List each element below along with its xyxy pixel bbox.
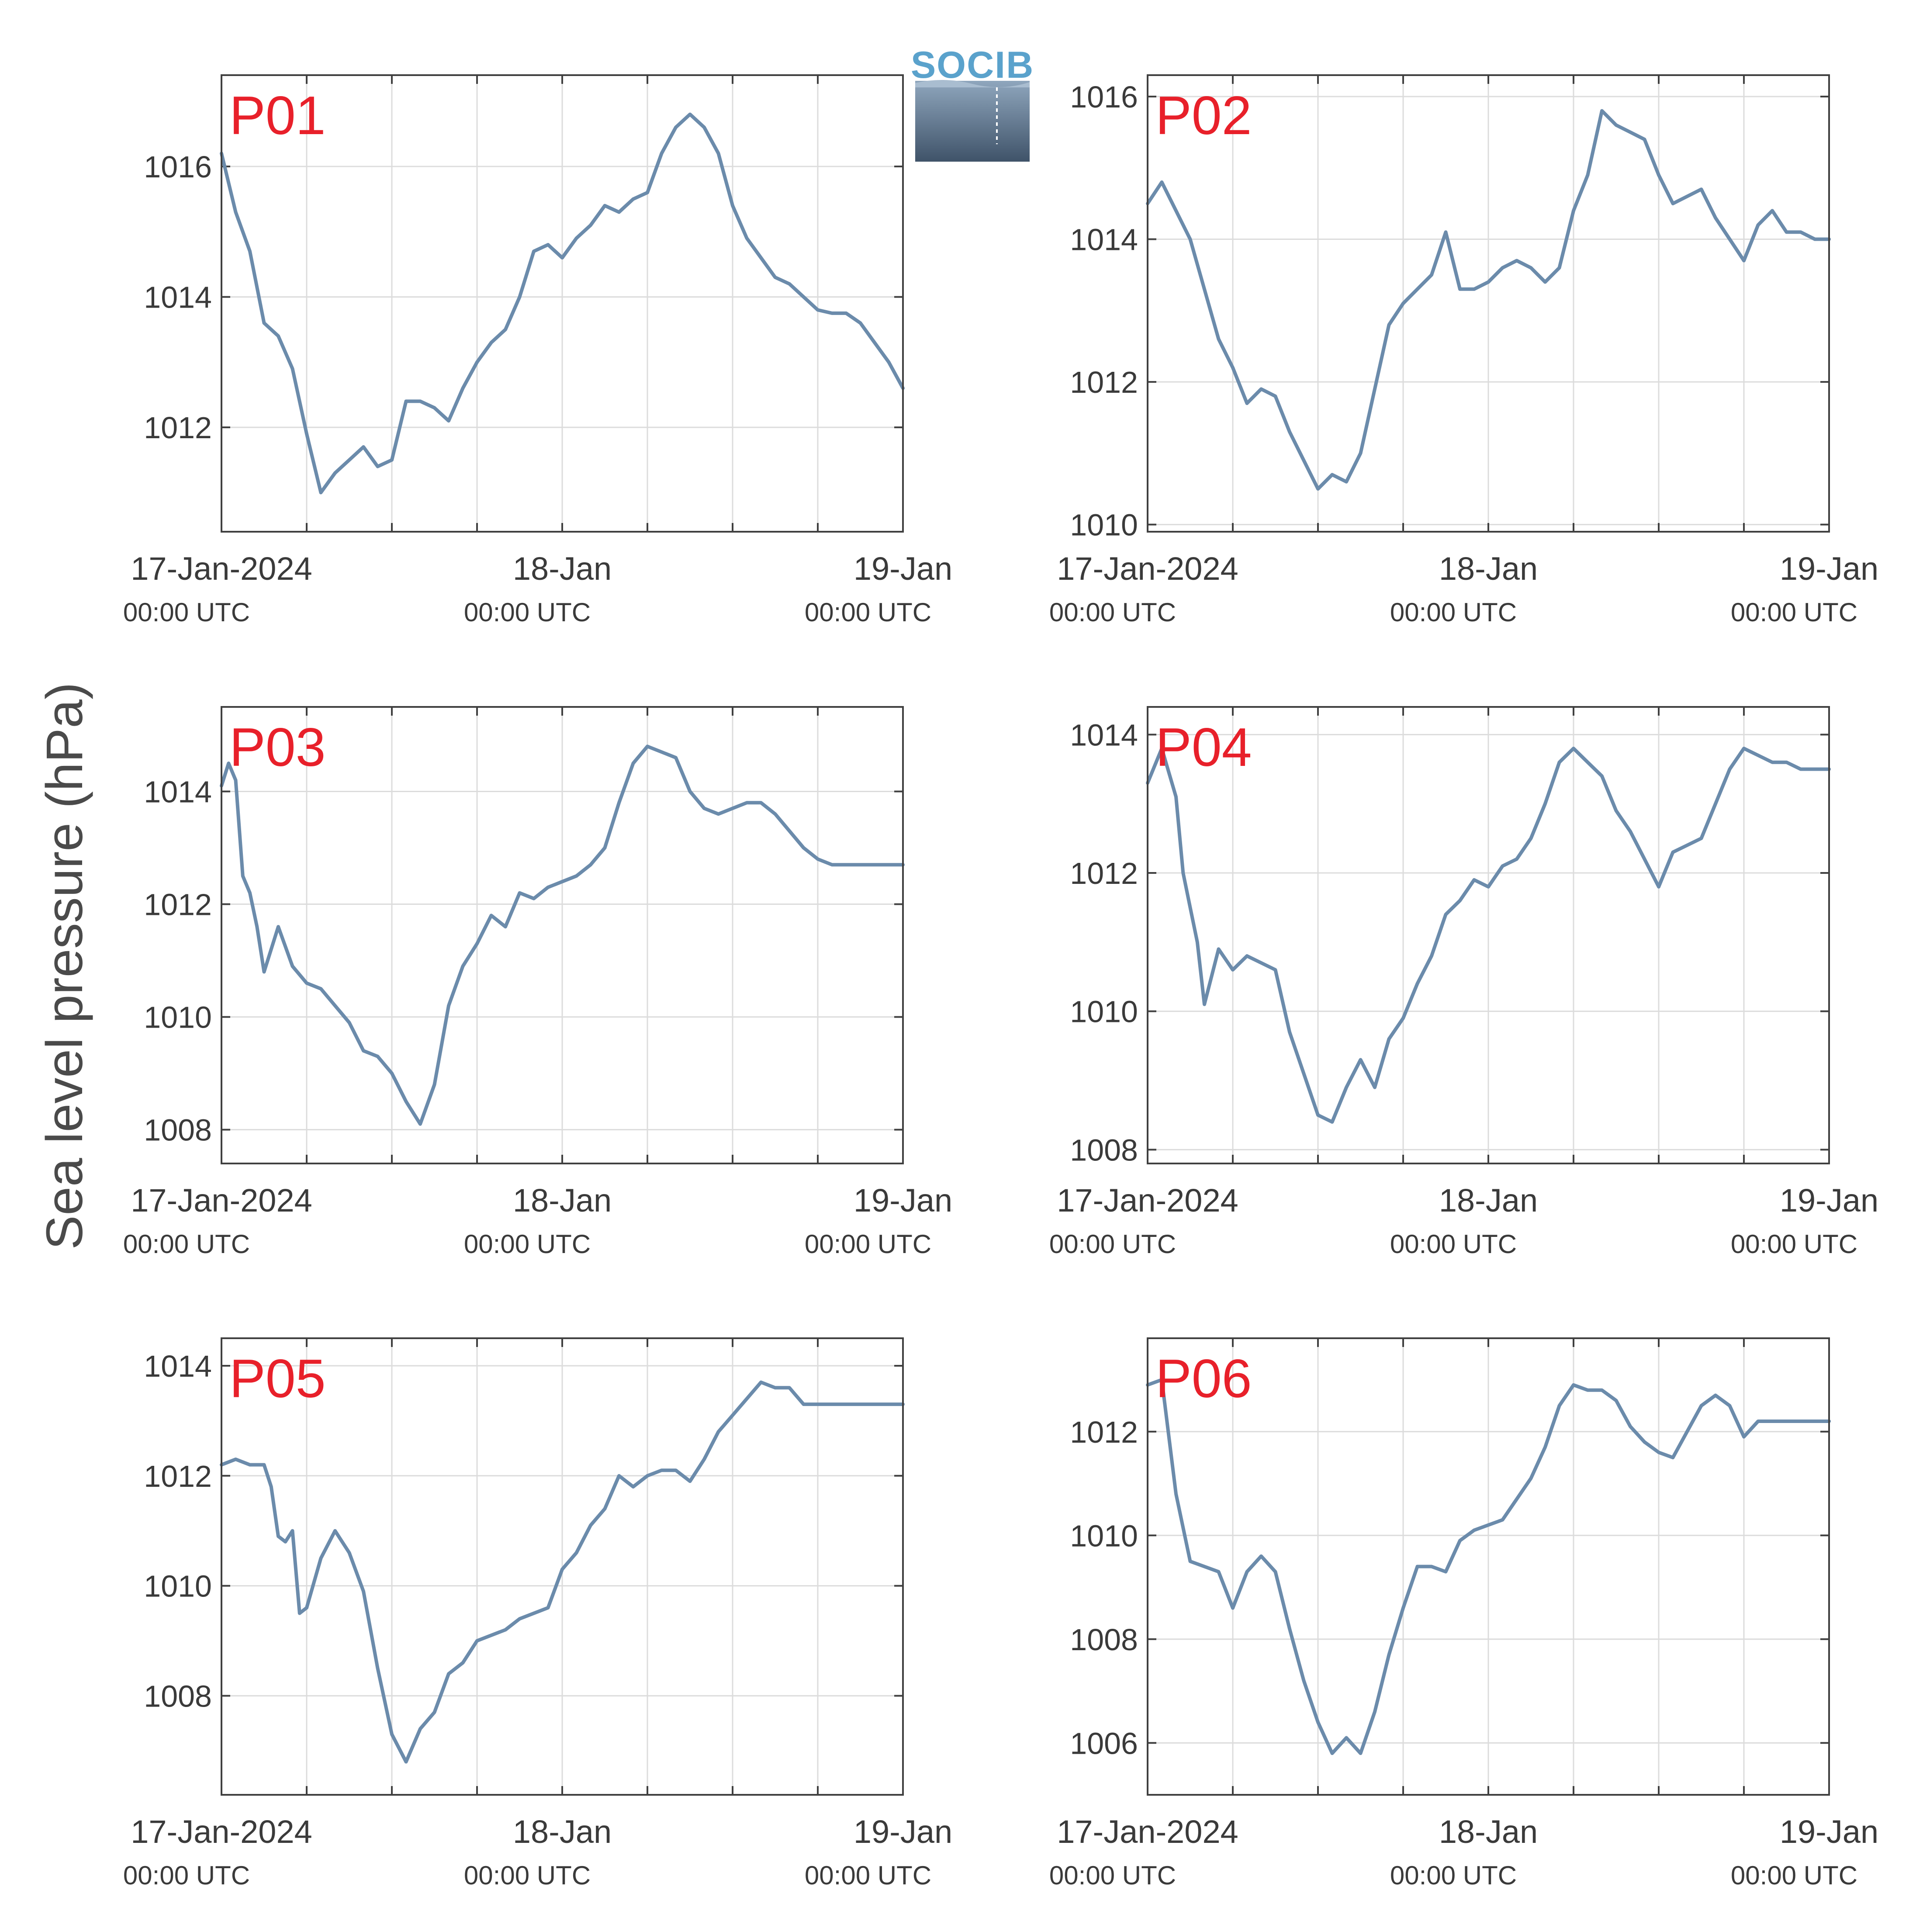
panel-label: P02 [1155, 86, 1252, 146]
xtick-sublabel: 00:00 UTC [1731, 598, 1857, 627]
ytick-label: 1010 [1070, 1519, 1138, 1553]
panel-p01: 1012 1014 1016 P01 17-Jan-2024 00:00 UTC 18-Ja… [123, 74, 952, 627]
series-line-p06 [1146, 1378, 1831, 1755]
xtick-sublabel: 00:00 UTC [123, 598, 250, 627]
series-line-p04 [1146, 747, 1831, 1124]
axes-box [221, 706, 904, 1164]
ytick-label: 1010 [144, 1569, 212, 1603]
series-line-p02 [1146, 109, 1831, 491]
xtick-sublabel: 00:00 UTC [805, 1861, 931, 1890]
panel-label: P03 [229, 717, 326, 778]
xtick-label: 19-Jan [854, 1814, 952, 1850]
ytick-label: 1014 [1070, 718, 1138, 752]
panel-p06: 1006 1008 1010 1012 P06 17-Jan-2024 00:00 UTC 1… [1049, 1337, 1878, 1890]
panel-p02: 1010 1012 1014 1016 P02 17-Jan-2024 00:00 UTC 1… [1049, 74, 1878, 627]
ytick-label: 1006 [1070, 1726, 1138, 1760]
panel-label: P06 [1155, 1349, 1252, 1409]
ytick-label: 1016 [144, 150, 212, 184]
xtick-label: 17-Jan-2024 [131, 551, 312, 587]
xtick-sublabel: 00:00 UTC [464, 1861, 591, 1890]
ytick-label: 1016 [1070, 80, 1138, 114]
panel-p04: 1008 1010 1012 1014 P04 17-Jan-2024 00:00 UTC 1… [1049, 706, 1878, 1259]
xtick-label: 18-Jan [1439, 1182, 1538, 1219]
logo: SOCIB [911, 44, 1034, 162]
ytick-label: 1012 [1070, 365, 1138, 399]
series-line-p01 [220, 112, 905, 495]
xtick-label: 19-Jan [1780, 1182, 1878, 1219]
xtick-sublabel: 00:00 UTC [1731, 1861, 1857, 1890]
xtick-label: 19-Jan [1780, 551, 1878, 587]
ytick-label: 1014 [144, 1349, 212, 1383]
panel-label: P04 [1155, 717, 1252, 778]
panel-label: P05 [229, 1349, 326, 1409]
xtick-sublabel: 00:00 UTC [805, 1229, 931, 1259]
xtick-sublabel: 00:00 UTC [1049, 1229, 1176, 1259]
axes-box [221, 1337, 904, 1796]
xtick-sublabel: 00:00 UTC [1731, 1229, 1857, 1259]
panel-p03: 1008 1010 1012 1014 P03 17-Jan-2024 00:00 UTC 1… [123, 706, 952, 1259]
y-axis-label: Sea level pressure (hPa) [36, 682, 93, 1250]
xtick-label: 17-Jan-2024 [1057, 551, 1238, 587]
ytick-label: 1012 [1070, 1415, 1138, 1449]
axes-box [1147, 74, 1830, 533]
xtick-label: 18-Jan [1439, 551, 1538, 587]
xtick-sublabel: 00:00 UTC [1390, 1229, 1517, 1259]
ytick-label: 1012 [144, 411, 212, 445]
logo-wave [915, 80, 1030, 87]
xtick-sublabel: 00:00 UTC [805, 598, 931, 627]
ytick-label: 1012 [1070, 856, 1138, 890]
xtick-label: 17-Jan-2024 [1057, 1182, 1238, 1219]
ytick-label: 1014 [144, 280, 212, 315]
xtick-sublabel: 00:00 UTC [1390, 598, 1517, 627]
ytick-label: 1010 [144, 1001, 212, 1035]
series-line-p05 [220, 1380, 905, 1764]
xtick-label: 17-Jan-2024 [1057, 1814, 1238, 1850]
panel-p05: 1008 1010 1012 1014 P05 17-Jan-2024 00:00 UTC 1… [123, 1337, 952, 1890]
xtick-sublabel: 00:00 UTC [123, 1861, 250, 1890]
xtick-label: 17-Jan-2024 [131, 1182, 312, 1219]
ytick-label: 1008 [144, 1679, 212, 1713]
xtick-sublabel: 00:00 UTC [1390, 1861, 1517, 1890]
ytick-label: 1012 [144, 888, 212, 922]
xtick-sublabel: 00:00 UTC [123, 1229, 250, 1259]
axes-box [1147, 1337, 1830, 1796]
panel-label: P01 [229, 86, 326, 146]
panels: 1012 1014 1016 P01 17-Jan-2024 00:00 UTC 18-Ja… [123, 74, 1878, 1890]
axes-box [221, 74, 904, 533]
xtick-sublabel: 00:00 UTC [1049, 1861, 1176, 1890]
ytick-label: 1008 [144, 1113, 212, 1147]
xtick-label: 18-Jan [513, 1182, 612, 1219]
axes-box [1147, 706, 1830, 1164]
ytick-label: 1012 [144, 1459, 212, 1493]
xtick-label: 17-Jan-2024 [131, 1814, 312, 1850]
xtick-label: 19-Jan [854, 1182, 952, 1219]
xtick-label: 18-Jan [513, 1814, 612, 1850]
xtick-label: 18-Jan [513, 551, 612, 587]
xtick-label: 19-Jan [1780, 1814, 1878, 1850]
ytick-label: 1010 [1070, 995, 1138, 1029]
ytick-label: 1014 [1070, 223, 1138, 257]
logo-text: SOCIB [911, 44, 1034, 86]
xtick-label: 19-Jan [854, 551, 952, 587]
xtick-sublabel: 00:00 UTC [464, 598, 591, 627]
ytick-label: 1008 [1070, 1623, 1138, 1657]
xtick-sublabel: 00:00 UTC [464, 1229, 591, 1259]
ytick-label: 1014 [144, 775, 212, 809]
ytick-label: 1010 [1070, 508, 1138, 542]
series-line-p03 [220, 744, 905, 1126]
logo-block [915, 81, 1030, 162]
xtick-label: 18-Jan [1439, 1814, 1538, 1850]
ytick-label: 1008 [1070, 1133, 1138, 1167]
xtick-sublabel: 00:00 UTC [1049, 598, 1176, 627]
